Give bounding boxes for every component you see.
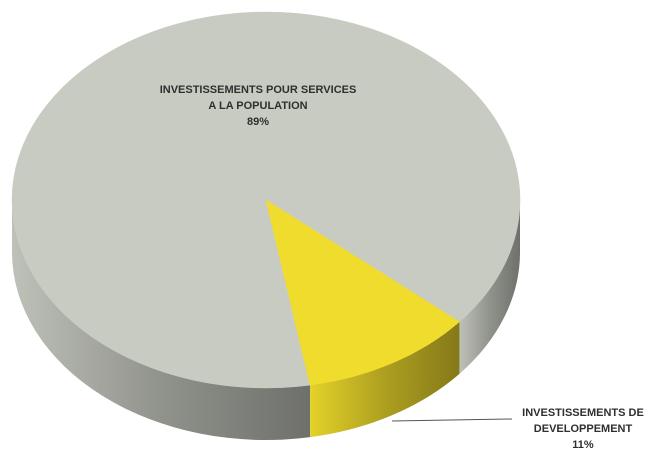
value-label: 11% xyxy=(572,439,594,451)
value-label: 89% xyxy=(246,116,270,128)
slice-label: INVESTISSEMENTS POUR SERVICES A LA POPUL… xyxy=(158,82,358,130)
slice-label: INVESTISSEMENTS DE DEVELOPPEMENT 11% xyxy=(505,405,661,453)
category-label: INVESTISSEMENTS POUR SERVICES A LA POPUL… xyxy=(159,84,357,112)
category-label: INVESTISSEMENTS DE DEVELOPPEMENT xyxy=(522,407,644,435)
slice-side-shade xyxy=(310,321,460,438)
slice xyxy=(265,199,460,386)
leader-line xyxy=(391,418,513,422)
slice-side-shade xyxy=(459,200,520,374)
slice-side-shade xyxy=(12,200,311,440)
